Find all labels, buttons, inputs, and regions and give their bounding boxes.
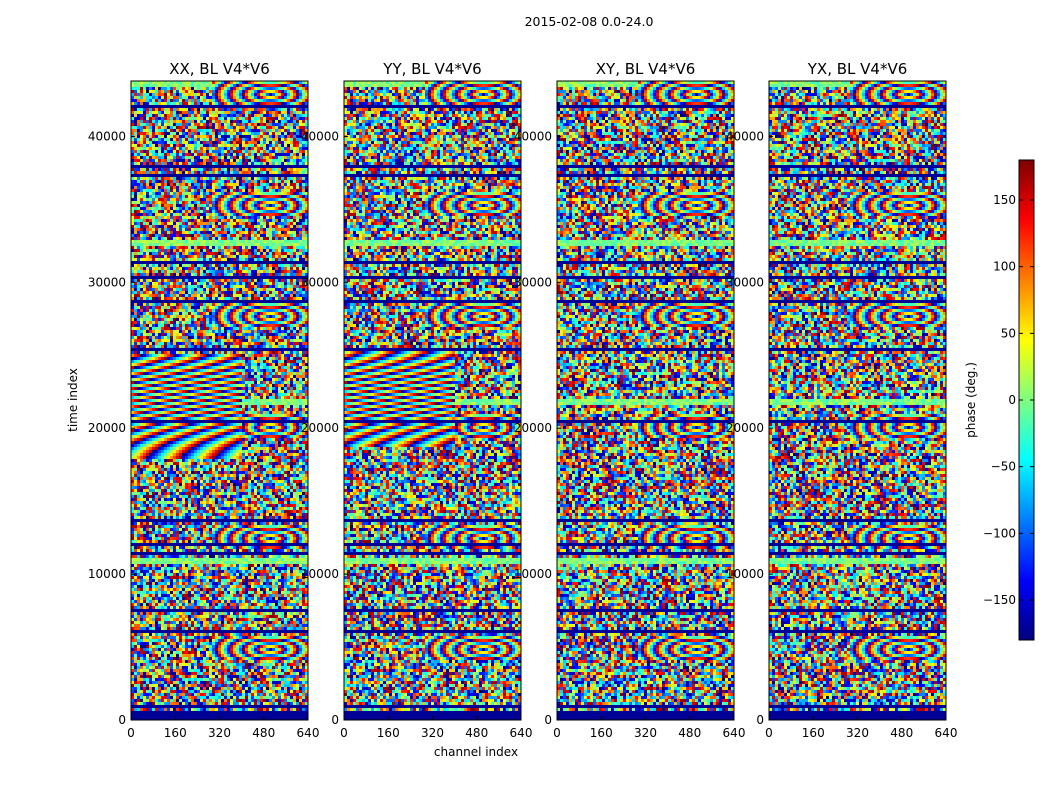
heatmap-yy [344, 81, 521, 720]
x-tick-label: 160 [164, 726, 187, 740]
colorbar-tick-label: −150 [983, 593, 1016, 607]
y-tick-label: 0 [544, 713, 552, 727]
y-tick-label: 40000 [514, 129, 552, 143]
heatmap-xy [557, 81, 734, 720]
x-tick-label: 320 [208, 726, 231, 740]
panel-title-yx: YX, BL V4*V6 [807, 60, 908, 78]
y-tick-label: 10000 [726, 567, 764, 581]
colorbar-tick-label: −100 [983, 526, 1016, 540]
colorbar: −150 −100 −50 0 50 100 150 [983, 159, 1035, 641]
heatmap-yx [769, 81, 946, 720]
colorbar-tick-label: 150 [993, 193, 1016, 207]
colorbar-label: phase (deg.) [964, 362, 978, 438]
x-tick-label: 160 [377, 726, 400, 740]
panel-xx: XX, BL V4*V6 0 160 320 480 640 0 10000 20000 3000… [88, 60, 320, 740]
x-tick-label: 0 [127, 726, 135, 740]
colorbar-tick-label: 100 [993, 260, 1016, 274]
x-tick-label: 0 [340, 726, 348, 740]
y-tick-label: 20000 [726, 421, 764, 435]
y-tick-label: 0 [331, 713, 339, 727]
x-tick-label: 640 [723, 726, 746, 740]
x-tick-label: 640 [510, 726, 533, 740]
x-tick-label: 160 [802, 726, 825, 740]
y-tick-label: 20000 [88, 421, 126, 435]
x-axis-label: channel index [434, 745, 518, 759]
colorbar-tick-label: 50 [1001, 326, 1016, 340]
y-tick-label: 40000 [301, 129, 339, 143]
panel-xy: XY, BL V4*V6 0 160 320 480 640 0 10000 20000 3000… [514, 60, 746, 740]
panel-title-xx: XX, BL V4*V6 [169, 60, 270, 78]
y-tick-label: 20000 [514, 421, 552, 435]
y-tick-label: 30000 [301, 275, 339, 289]
heatmap-xx [131, 81, 308, 720]
x-tick-label: 0 [553, 726, 561, 740]
y-tick-label: 0 [118, 713, 126, 727]
x-tick-label: 480 [465, 726, 488, 740]
colorbar-tick-label: −50 [991, 460, 1016, 474]
panel-yy: YY, BL V4*V6 0 160 320 480 640 0 10000 20000 3000… [301, 60, 533, 740]
y-tick-label: 30000 [88, 275, 126, 289]
figure-suptitle: 2015-02-08 0.0-24.0 [525, 14, 654, 29]
x-tick-label: 480 [678, 726, 701, 740]
y-tick-label: 30000 [514, 275, 552, 289]
y-tick-label: 0 [756, 713, 764, 727]
y-axis-label: time index [66, 368, 80, 432]
y-tick-label: 10000 [88, 567, 126, 581]
x-tick-label: 480 [890, 726, 913, 740]
panel-yx: YX, BL V4*V6 0 160 320 480 640 0 10000 20000 3000… [726, 60, 958, 740]
y-tick-label: 10000 [514, 567, 552, 581]
colorbar-tick-label: 0 [1008, 393, 1016, 407]
x-tick-label: 640 [935, 726, 958, 740]
x-tick-label: 320 [421, 726, 444, 740]
x-tick-label: 320 [634, 726, 657, 740]
x-tick-label: 0 [765, 726, 773, 740]
y-tick-label: 40000 [88, 129, 126, 143]
y-tick-label: 10000 [301, 567, 339, 581]
y-tick-label: 40000 [726, 129, 764, 143]
x-tick-label: 320 [846, 726, 869, 740]
panel-title-yy: YY, BL V4*V6 [382, 60, 481, 78]
panel-title-xy: XY, BL V4*V6 [596, 60, 696, 78]
x-tick-label: 480 [252, 726, 275, 740]
y-tick-label: 20000 [301, 421, 339, 435]
y-tick-label: 30000 [726, 275, 764, 289]
panels-group: XX, BL V4*V6 0 160 320 480 640 0 10000 20000 3000… [88, 60, 958, 740]
x-tick-label: 640 [297, 726, 320, 740]
x-tick-label: 160 [590, 726, 613, 740]
